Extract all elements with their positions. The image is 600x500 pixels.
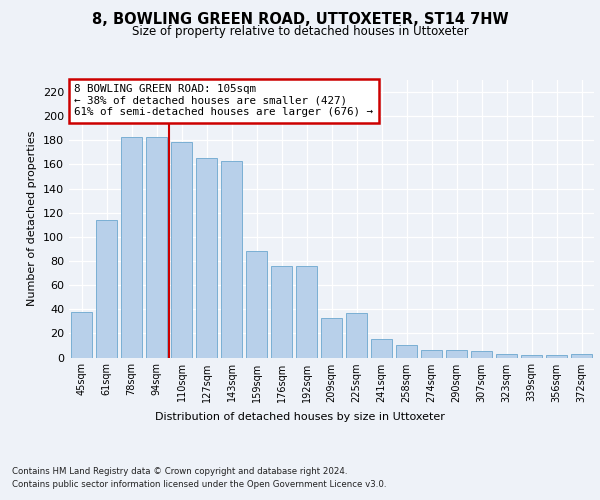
Bar [396,346,417,358]
Text: 8 BOWLING GREEN ROAD: 105sqm
← 38% of detached houses are smaller (427)
61% of s: 8 BOWLING GREEN ROAD: 105sqm ← 38% of de… [74,84,373,117]
Text: Size of property relative to detached houses in Uttoxeter: Size of property relative to detached ho… [131,25,469,38]
Bar [96,220,117,358]
Bar [471,352,492,358]
Bar [171,142,192,358]
Text: Contains HM Land Registry data © Crown copyright and database right 2024.: Contains HM Land Registry data © Crown c… [12,468,347,476]
Bar [121,136,142,358]
Bar [346,313,367,358]
Text: Contains public sector information licensed under the Open Government Licence v3: Contains public sector information licen… [12,480,386,489]
Bar [296,266,317,358]
Bar [321,318,342,358]
Bar [371,340,392,357]
Bar [521,355,542,358]
Bar [496,354,517,358]
Y-axis label: Number of detached properties: Number of detached properties [28,131,37,306]
Bar [246,252,267,358]
Bar [146,136,167,358]
Text: Distribution of detached houses by size in Uttoxeter: Distribution of detached houses by size … [155,412,445,422]
Bar [421,350,442,358]
Bar [571,354,592,358]
Bar [71,312,92,358]
Bar [271,266,292,358]
Bar [446,350,467,358]
Bar [221,161,242,358]
Bar [546,355,567,358]
Text: 8, BOWLING GREEN ROAD, UTTOXETER, ST14 7HW: 8, BOWLING GREEN ROAD, UTTOXETER, ST14 7… [92,12,508,28]
Bar [196,158,217,358]
